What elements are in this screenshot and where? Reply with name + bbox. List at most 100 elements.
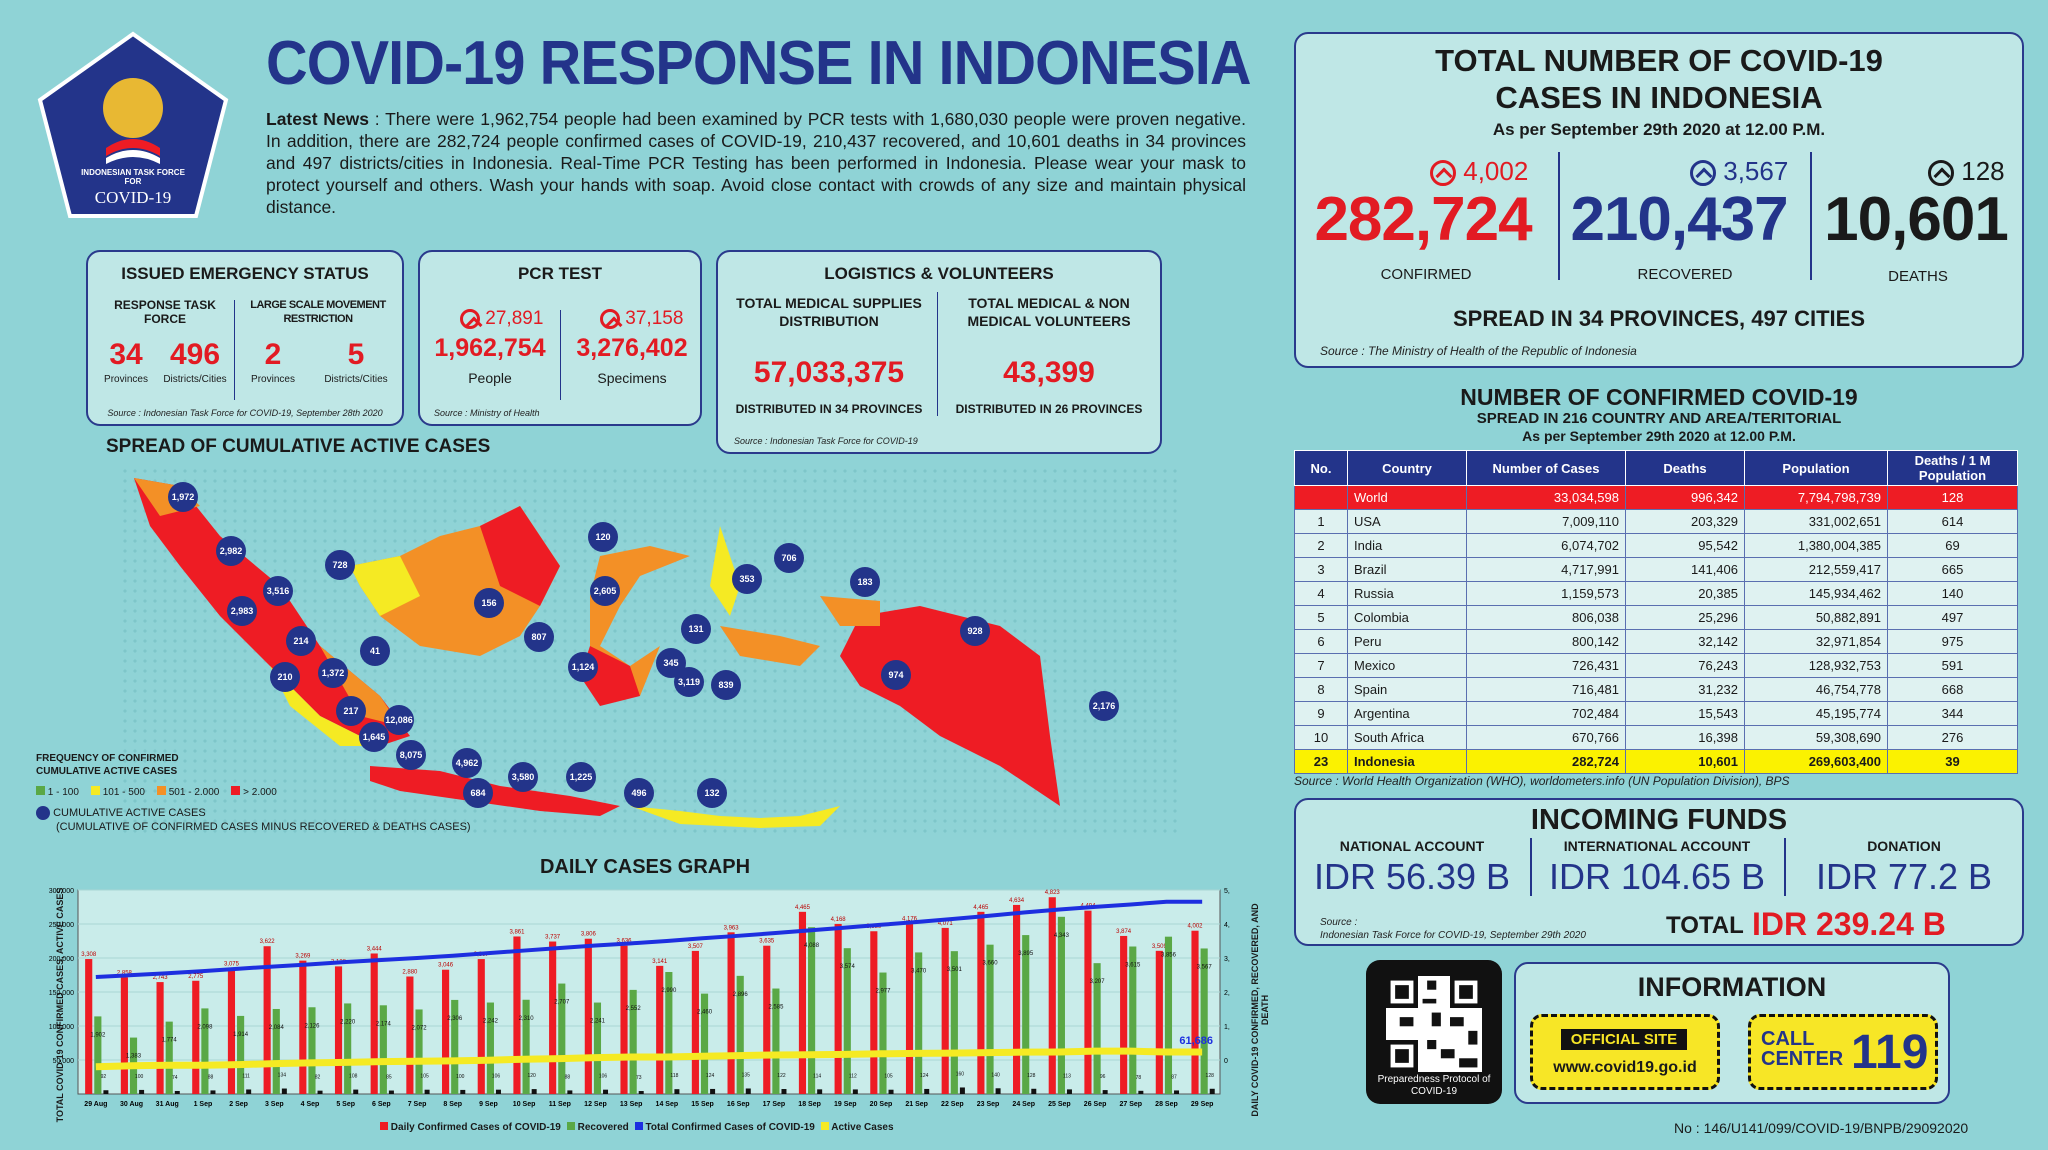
map-dot: 839	[711, 670, 741, 700]
map-dot: 3,580	[508, 762, 538, 792]
daily-confirmed-bar	[620, 945, 628, 1094]
qr-card[interactable]: Preparedness Protocol of COVID-19	[1366, 960, 1502, 1104]
map-dot: 1,645	[359, 722, 389, 752]
response-task-force-label: RESPONSE TASK FORCE	[114, 298, 216, 326]
table-row: 7 Mexico 726,431 76,243 128,932,753 591	[1294, 653, 2018, 678]
x-tick-label: 2 Sep	[229, 1101, 248, 1108]
recovered-bar	[808, 927, 816, 1094]
table-cell: 46,754,778	[1744, 677, 1888, 702]
qr-caption: Preparedness Protocol of COVID-19	[1377, 1074, 1491, 1097]
map-dot: 684	[463, 778, 493, 808]
y-tick-right: 4,000	[1224, 922, 1230, 929]
daily-cases-chart: 300,000 5,000 250,000 4,000 200,000 3,000 150,…	[49, 888, 1230, 1108]
official-site-button[interactable]: OFFICIAL SITE www.covid19.go.id	[1530, 1014, 1720, 1090]
table-cell: Russia	[1347, 581, 1467, 606]
table-row: 1 USA 7,009,110 203,329 331,002,651 614	[1294, 509, 2018, 534]
table-cell: 8	[1294, 677, 1348, 702]
map-dot: 4,962	[452, 748, 482, 778]
recovered-bar	[843, 948, 851, 1094]
table-cell: 31,232	[1625, 677, 1745, 702]
table-cell: 276	[1887, 725, 2018, 750]
chart-legend: Daily Confirmed Cases of COVID-19 Recove…	[380, 1122, 894, 1133]
logistics-source: Source : Indonesian Task Force for COVID…	[734, 436, 918, 446]
deaths-label: 105	[884, 1074, 893, 1080]
emergency-source: Source : Indonesian Task Force for COVID…	[107, 408, 383, 418]
map-dot: 496	[624, 778, 654, 808]
x-tick-label: 19 Sep	[834, 1101, 857, 1108]
table-cell: Peru	[1347, 629, 1467, 654]
table-cell: 33,034,598	[1466, 485, 1626, 510]
latest-news: Latest News : There were 1,962,754 peopl…	[266, 109, 1246, 217]
recovered-bar	[522, 999, 530, 1094]
specimens-label: Specimens	[597, 370, 667, 386]
table-cell: 344	[1887, 701, 2018, 726]
districts-label: Districts/Cities	[324, 374, 388, 385]
official-site-url[interactable]: www.covid19.go.id	[1553, 1059, 1697, 1076]
recovered-label: 3,470	[911, 968, 927, 974]
table-cell: 23	[1294, 749, 1348, 774]
recovered-bar	[1057, 916, 1065, 1094]
table-cell: 39	[1887, 749, 2018, 774]
deaths-label: 128	[1206, 1073, 1215, 1079]
recovered-bar	[950, 951, 958, 1094]
x-tick-label: 8 Sep	[443, 1101, 462, 1108]
x-tick-label: 12 Sep	[584, 1101, 607, 1108]
deaths-bar	[924, 1088, 930, 1094]
daily-confirmed-label: 3,963	[724, 925, 740, 931]
daily-confirmed-label: 3,141	[652, 959, 668, 965]
x-tick-label: 11 Sep	[549, 1101, 571, 1108]
table-cell: 726,431	[1466, 653, 1626, 678]
up-arrow-icon	[600, 308, 620, 329]
pcr-people-value: 1,962,754	[434, 334, 546, 362]
y-tick-right: 0	[1224, 1058, 1228, 1065]
table-cell: South Africa	[1347, 725, 1467, 750]
legend-total: Total Confirmed Cases of COVID-19	[634, 1122, 815, 1133]
table-cell: 25,296	[1625, 605, 1745, 630]
recovered-label: 2,220	[340, 1019, 356, 1025]
x-tick-label: 27 Sep	[1119, 1101, 1142, 1108]
deaths-bar	[888, 1089, 894, 1094]
up-arrow-icon	[1430, 160, 1456, 187]
donation-label: DONATION	[1867, 838, 1941, 854]
up-arrow-icon	[1690, 160, 1716, 187]
table-cell: 668	[1887, 677, 2018, 702]
deaths-bar	[1138, 1090, 1144, 1094]
y-tick-left: 300,000	[49, 888, 74, 895]
lsmr-provinces-value: 2	[264, 338, 282, 371]
daily-confirmed-bar	[1191, 930, 1199, 1094]
deaths-label: 106	[599, 1074, 608, 1080]
daily-confirmed-bar	[442, 969, 450, 1094]
daily-confirmed-bar	[1155, 950, 1163, 1094]
divider	[1810, 152, 1812, 280]
deaths-bar	[852, 1089, 858, 1094]
recovered-label: 3,856	[1161, 953, 1177, 959]
international-value: IDR 104.65 B	[1548, 856, 1766, 897]
national-label: NATIONAL ACCOUNT	[1339, 838, 1485, 854]
deaths-label: 140	[991, 1072, 1000, 1078]
medical-supplies-note: DISTRIBUTED IN 34 PROVINCES	[735, 402, 923, 416]
call-center-button[interactable]: CALL CENTER 119	[1748, 1014, 1938, 1090]
table-cell: 16,398	[1625, 725, 1745, 750]
map-dot: 3,119	[674, 667, 704, 697]
deaths-bar	[246, 1089, 252, 1094]
table-cell: 7,794,798,739	[1744, 485, 1888, 510]
deaths-bar	[710, 1088, 716, 1094]
indonesia-map	[120, 466, 1180, 836]
table-cell: Indonesia	[1347, 749, 1467, 774]
table-cell: 665	[1887, 557, 2018, 582]
table-cell: India	[1347, 533, 1467, 558]
deaths-bar	[424, 1089, 430, 1094]
deaths-label: 85	[386, 1075, 392, 1081]
table-cell: 212,559,417	[1744, 557, 1888, 582]
recovered-label: 3,567	[1197, 964, 1213, 970]
people-increase: 27,891	[460, 308, 543, 330]
deaths-label: 113	[1063, 1073, 1071, 1079]
daily-confirmed-label: 3,444	[367, 946, 383, 952]
map-dot: 928	[960, 616, 990, 646]
world-table-title: NUMBER OF CONFIRMED COVID-19	[1460, 384, 1858, 410]
daily-confirmed-bar	[1048, 897, 1056, 1094]
map-dot: 728	[325, 550, 355, 580]
recovered-label: 4,088	[804, 943, 820, 949]
deaths-label: 82	[315, 1075, 321, 1081]
table-row: 8 Spain 716,481 31,232 46,754,778 668	[1294, 677, 2018, 702]
